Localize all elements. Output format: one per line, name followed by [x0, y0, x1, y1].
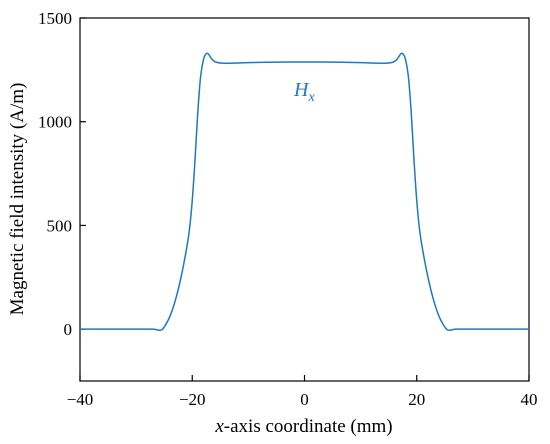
plot-frame	[79, 17, 530, 382]
x-tick-label: 0	[300, 390, 309, 409]
x-tick-label: 20	[408, 390, 425, 409]
y-tick-label: 0	[64, 320, 73, 339]
y-tick-label: 500	[47, 216, 73, 235]
y-axis-title: Magnetic field intensity (A/m)	[7, 83, 28, 316]
x-axis-title-italic: x	[214, 416, 224, 437]
x-axis-title-rest: -axis coordinate (mm)	[224, 416, 393, 437]
y-tick-label: 1500	[38, 9, 72, 28]
x-tick-label: 40	[521, 390, 538, 409]
series-label-sub: x	[307, 90, 315, 105]
series-layer	[79, 52, 529, 332]
axis-ticks: −40 −20 0 20 40 0 500 1000 1500	[38, 9, 538, 409]
x-tick-label: −40	[67, 390, 94, 409]
x-tick-label: −20	[179, 390, 206, 409]
y-tick-label: 1000	[38, 113, 72, 132]
series-label-main: H	[293, 79, 310, 101]
series-line-hx	[79, 52, 529, 332]
series-label: Hx	[293, 79, 315, 105]
x-axis-title: x-axis coordinate (mm)	[214, 416, 392, 437]
